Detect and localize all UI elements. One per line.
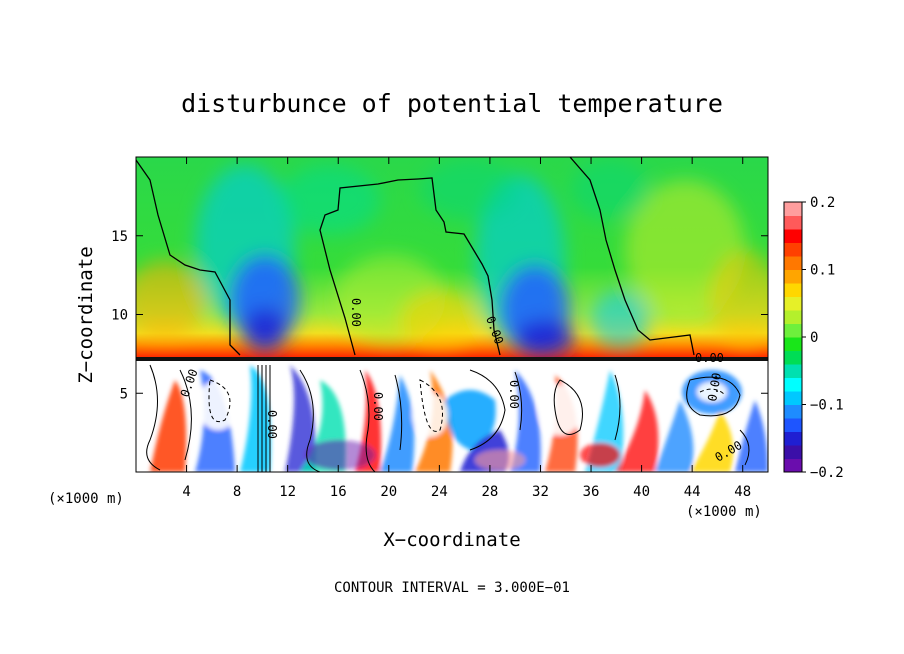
colorbar-tick-label: 0 <box>810 330 818 346</box>
y-tick-label: 10 <box>111 308 128 324</box>
contour-label: 0.00 <box>695 351 724 365</box>
x-tick-label: 16 <box>330 484 347 500</box>
x-tick-label: 28 <box>481 484 498 500</box>
colorbar-swatch <box>784 418 802 432</box>
colorbar-swatch <box>784 256 802 270</box>
colorbar-swatch <box>784 431 802 446</box>
colorbar-tick-label: 0.2 <box>810 195 835 211</box>
x-tick-label: 48 <box>734 484 751 500</box>
x-tick-label: 20 <box>380 484 397 500</box>
lower-field <box>136 357 768 472</box>
contour-label: 0.00 <box>371 392 385 421</box>
colorbar-swatch <box>784 323 802 338</box>
contour-label: 0.00 <box>705 372 724 403</box>
colorbar-swatch <box>784 404 802 419</box>
x-axis: 4 8 12 16 20 24 28 32 36 40 44 48 <box>182 157 751 500</box>
x-tick-label: 32 <box>532 484 549 500</box>
colorbar-swatch <box>784 337 802 351</box>
colorbar-swatch <box>784 391 802 405</box>
colorbar-swatch <box>784 310 802 324</box>
colorbar-swatch <box>784 229 802 243</box>
x-tick-label: 40 <box>633 484 650 500</box>
x-tick-label: 8 <box>233 484 241 500</box>
chart-title: disturbunce of potential temperature <box>181 89 723 118</box>
colorbar-swatch <box>784 202 802 216</box>
y-axis: 5 10 15 <box>111 229 768 402</box>
contour-label: 0.00 <box>349 298 363 327</box>
colorbar-swatch <box>784 445 802 459</box>
colorbar-tick-label: −0.2 <box>810 465 844 481</box>
x-unit-left: (×1000 m) <box>48 491 124 507</box>
colorbar-tick-label: −0.1 <box>810 398 844 414</box>
upper-field <box>136 157 768 357</box>
colorbar-swatch <box>784 283 802 297</box>
colorbar-tick-label: 0.1 <box>810 263 835 279</box>
y-axis-label: Z−coordinate <box>75 246 97 383</box>
x-tick-label: 12 <box>279 484 296 500</box>
contour-label: 0.00 <box>265 410 279 439</box>
colorbar <box>783 201 803 473</box>
x-tick-label: 4 <box>182 484 190 500</box>
x-tick-label: 24 <box>431 484 448 500</box>
colorbar-swatch <box>784 269 802 284</box>
colorbar-swatch <box>784 296 802 311</box>
colorbar-swatch <box>784 350 802 365</box>
colorbar-swatch <box>784 215 802 230</box>
x-axis-label: X−coordinate <box>383 529 520 551</box>
colorbar-swatch <box>784 242 802 257</box>
y-tick-label: 5 <box>120 386 128 402</box>
x-tick-label: 44 <box>684 484 701 500</box>
y-tick-label: 15 <box>111 229 128 245</box>
colorbar-swatch <box>784 364 802 378</box>
x-unit-right: (×1000 m) <box>686 504 762 520</box>
colorbar-swatch <box>784 377 802 392</box>
contour-interval-footer: CONTOUR INTERVAL = 3.000E−01 <box>334 580 570 596</box>
colorbar-swatch <box>784 458 802 473</box>
x-tick-label: 36 <box>583 484 600 500</box>
colorbar-ticks: 0.2 0.1 0 −0.1 −0.2 <box>802 195 844 481</box>
contour-label: 0.00 <box>507 380 521 409</box>
plot-area: 0.00 0.00 0.00 0.00 0.00 0.00 0.00 0.00 … <box>135 156 769 473</box>
